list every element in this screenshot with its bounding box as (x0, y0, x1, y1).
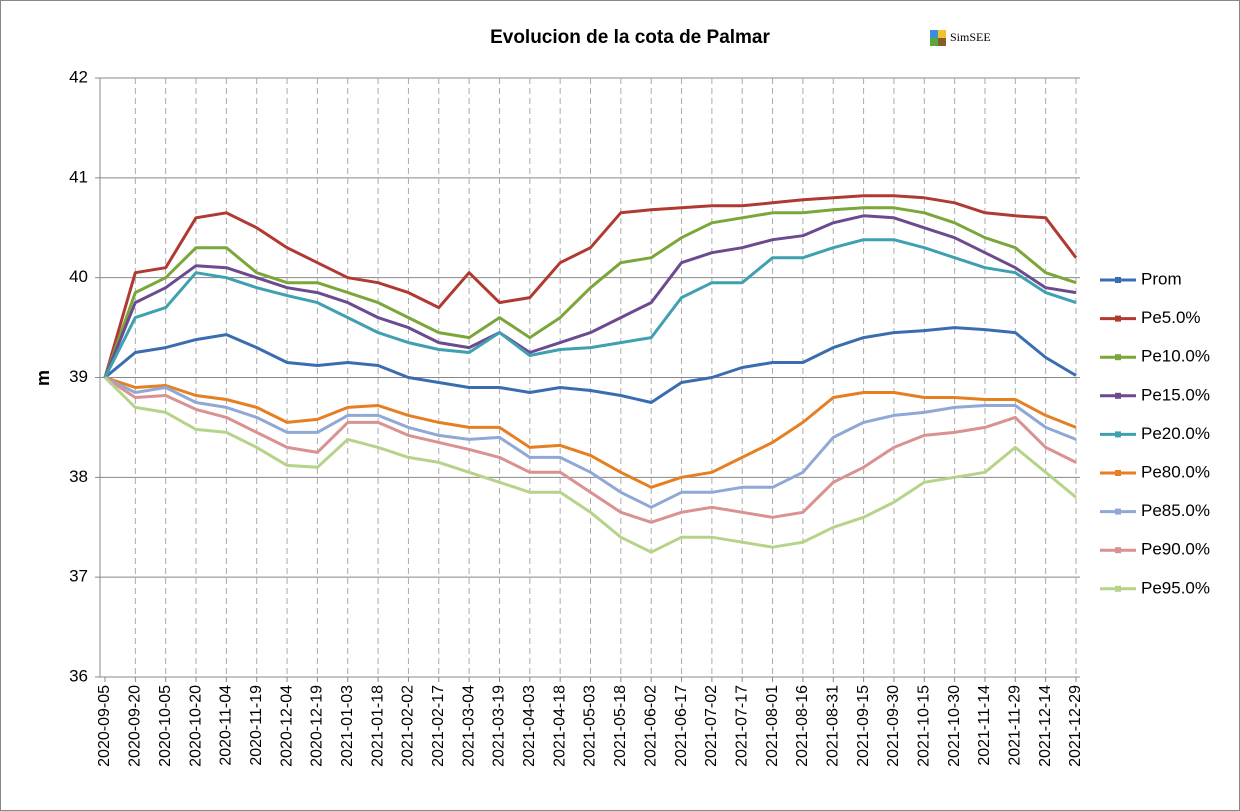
x-tick-label: 2020-10-05 (157, 685, 174, 767)
legend-marker (1115, 315, 1121, 322)
x-tick-label: 2021-11-29 (1007, 685, 1024, 766)
x-tick-label: 2020-09-05 (96, 685, 113, 767)
series-line (104, 376, 1077, 509)
series-line (103, 194, 1078, 378)
x-tick-label: 2021-07-17 (733, 685, 750, 767)
x-tick-label: 2021-05-03 (582, 685, 599, 767)
y-tick-label: 38 (69, 467, 88, 486)
series-line (103, 214, 1077, 379)
x-tick-label: 2021-08-01 (764, 685, 781, 767)
x-tick-label: 2021-01-03 (339, 685, 356, 767)
series-line (104, 376, 1077, 524)
legend-marker (1115, 585, 1121, 592)
legend-marker (1115, 508, 1121, 515)
x-tick-label: 2021-06-17 (673, 685, 690, 767)
series-line (103, 238, 1077, 379)
x-tick-label: 2021-09-30 (885, 685, 902, 767)
legend-label: Pe90.0% (1141, 540, 1210, 559)
x-tick-label: 2021-02-17 (430, 685, 447, 767)
x-tick-label: 2021-09-15 (855, 685, 872, 767)
series-line (104, 326, 1077, 404)
legend-label: Pe80.0% (1141, 462, 1210, 481)
x-tick-label: 2021-12-29 (1067, 685, 1084, 767)
x-tick-label: 2021-03-04 (460, 685, 477, 767)
x-tick-label: 2020-12-04 (278, 685, 295, 767)
y-tick-label: 36 (69, 666, 88, 685)
x-tick-label: 2021-02-02 (400, 685, 417, 767)
series-line (103, 206, 1077, 379)
y-axis-label: m (33, 370, 53, 386)
x-tick-label: 2021-07-02 (703, 685, 720, 767)
series-line (104, 376, 1077, 489)
x-tick-label: 2021-08-16 (794, 685, 811, 767)
x-tick-label: 2021-10-15 (916, 685, 933, 767)
legend-label: Pe5.0% (1141, 308, 1201, 327)
x-tick-label: 2021-08-31 (824, 685, 841, 767)
x-tick-label: 2020-11-19 (248, 685, 265, 766)
x-tick-label: 2021-11-14 (976, 685, 993, 766)
legend-label: Pe15.0% (1141, 385, 1210, 404)
legend-marker (1115, 277, 1121, 283)
legend-marker (1115, 547, 1121, 554)
x-tick-label: 2021-05-18 (612, 685, 629, 767)
x-tick-label: 2020-09-20 (127, 685, 144, 767)
legend-label: Pe10.0% (1141, 347, 1210, 366)
legend-marker (1115, 431, 1121, 438)
legend-label: Prom (1141, 269, 1182, 288)
x-tick-label: 2021-12-14 (1037, 685, 1054, 767)
logo-text: SimSEE (950, 30, 991, 44)
x-tick-label: 2021-06-02 (642, 685, 659, 767)
legend-marker (1115, 354, 1121, 361)
y-tick-label: 39 (69, 367, 88, 386)
y-tick-label: 41 (69, 167, 88, 186)
x-tick-label: 2021-04-18 (551, 685, 568, 767)
legend-label: Pe95.0% (1141, 578, 1210, 597)
legend-label: Pe85.0% (1141, 501, 1210, 520)
logo-icon (930, 30, 946, 46)
y-tick-label: 40 (69, 267, 88, 286)
y-tick-label: 42 (69, 67, 88, 86)
x-tick-label: 2020-12-19 (309, 685, 326, 767)
legend-marker (1115, 470, 1121, 476)
x-tick-label: 2020-10-20 (187, 685, 204, 767)
series-line (103, 376, 1077, 554)
x-tick-label: 2021-04-03 (521, 685, 538, 767)
chart-title: Evolucion de la cota de Palmar (490, 27, 770, 48)
y-tick-label: 37 (69, 567, 88, 586)
x-tick-label: 2020-11-04 (218, 685, 235, 766)
legend-label: Pe20.0% (1141, 424, 1210, 443)
x-tick-label: 2021-01-18 (369, 685, 386, 767)
x-tick-label: 2021-10-30 (946, 685, 963, 767)
x-tick-label: 2021-03-19 (491, 685, 508, 767)
legend-marker (1115, 392, 1121, 399)
